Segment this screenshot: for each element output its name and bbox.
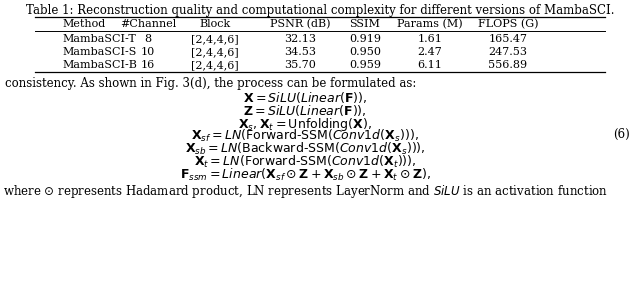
Text: 10: 10 [141, 47, 155, 57]
Text: 1.61: 1.61 [417, 34, 442, 44]
Text: 556.89: 556.89 [488, 60, 527, 70]
Text: 0.959: 0.959 [349, 60, 381, 70]
Text: Block: Block [200, 19, 230, 29]
Text: 6.11: 6.11 [417, 60, 442, 70]
Text: (6): (6) [613, 128, 630, 141]
Text: 32.13: 32.13 [284, 34, 316, 44]
Text: [2,4,4,6]: [2,4,4,6] [191, 60, 239, 70]
Text: 35.70: 35.70 [284, 60, 316, 70]
Text: 8: 8 [145, 34, 152, 44]
Text: #Channel: #Channel [120, 19, 176, 29]
Text: 247.53: 247.53 [488, 47, 527, 57]
Text: 0.919: 0.919 [349, 34, 381, 44]
Text: MambaSCI-B: MambaSCI-B [62, 60, 137, 70]
Text: MambaSCI-T: MambaSCI-T [62, 34, 136, 44]
Text: Method: Method [62, 19, 105, 29]
Text: FLOPS (G): FLOPS (G) [477, 19, 538, 29]
Text: PSNR (dB): PSNR (dB) [269, 19, 330, 29]
Text: $\mathbf{Z} = \mathit{SiLU}(\mathit{Linear}(\mathbf{F})),$: $\mathbf{Z} = \mathit{SiLU}(\mathit{Line… [243, 103, 367, 118]
Text: Params (M): Params (M) [397, 19, 463, 29]
Text: $\mathbf{X}_t = \mathit{LN}(\mathrm{Forward\text{-}SSM}(\mathit{Conv1d}(\mathbf{: $\mathbf{X}_t = \mathit{LN}(\mathrm{Forw… [194, 154, 416, 170]
Text: 2.47: 2.47 [418, 47, 442, 57]
Text: 165.47: 165.47 [488, 34, 527, 44]
Text: 0.950: 0.950 [349, 47, 381, 57]
Text: SSIM: SSIM [349, 19, 380, 29]
Text: $\mathbf{X}_s, \mathbf{X}_t = \mathrm{Unfolding}(\mathbf{X}),$: $\mathbf{X}_s, \mathbf{X}_t = \mathrm{Un… [238, 116, 372, 133]
Text: $\mathbf{X}_{sf} = \mathit{LN}(\mathrm{Forward\text{-}SSM}(\mathit{Conv1d}(\math: $\mathbf{X}_{sf} = \mathit{LN}(\mathrm{F… [191, 128, 419, 145]
Text: $\mathbf{X}_{sb} = \mathit{LN}(\mathrm{Backward\text{-}SSM}(\mathit{Conv1d}(\mat: $\mathbf{X}_{sb} = \mathit{LN}(\mathrm{B… [185, 141, 426, 157]
Text: where $\odot$ represents Hadamard product, LN represents LayerNorm and $\mathit{: where $\odot$ represents Hadamard produc… [3, 183, 608, 200]
Text: consistency. As shown in Fig. 3(d), the process can be formulated as:: consistency. As shown in Fig. 3(d), the … [5, 77, 417, 90]
Text: $\mathbf{F}_{ssm} = \mathit{Linear}(\mathbf{X}_{sf} \odot \mathbf{Z} + \mathbf{X: $\mathbf{F}_{ssm} = \mathit{Linear}(\mat… [180, 167, 430, 183]
Text: MambaSCI-S: MambaSCI-S [62, 47, 136, 57]
Text: [2,4,4,6]: [2,4,4,6] [191, 47, 239, 57]
Text: [2,4,4,6]: [2,4,4,6] [191, 34, 239, 44]
Text: 16: 16 [141, 60, 155, 70]
Text: $\mathbf{X} = \mathit{SiLU}(\mathit{Linear}(\mathbf{F})),$: $\mathbf{X} = \mathit{SiLU}(\mathit{Line… [243, 90, 367, 105]
Text: 34.53: 34.53 [284, 47, 316, 57]
Text: Table 1: Reconstruction quality and computational complexity for different versi: Table 1: Reconstruction quality and comp… [26, 4, 614, 17]
